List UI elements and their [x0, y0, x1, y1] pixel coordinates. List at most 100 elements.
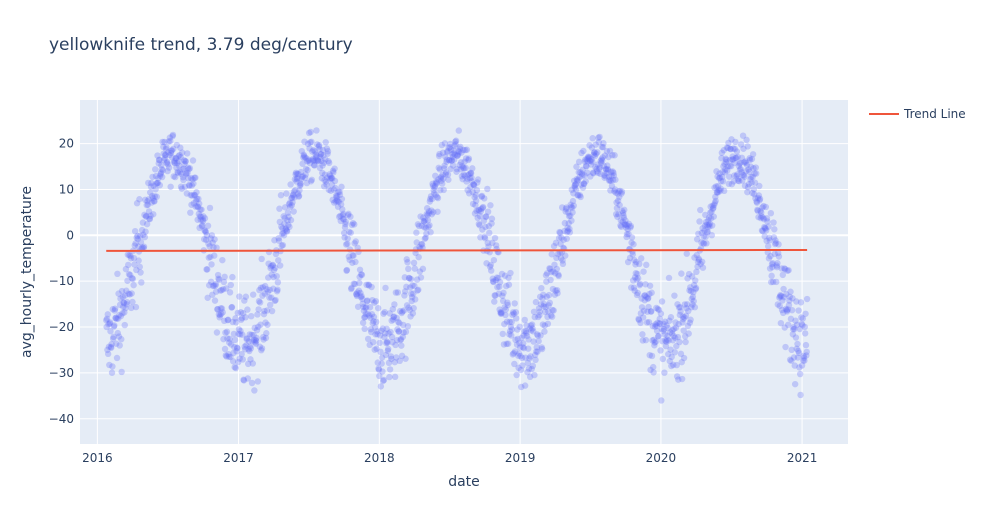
data-point [123, 298, 131, 306]
data-point [201, 227, 208, 234]
data-point [181, 160, 188, 168]
data-point [262, 334, 270, 342]
data-point [426, 198, 434, 205]
data-point [639, 331, 646, 338]
data-point [747, 173, 755, 181]
data-point [426, 222, 433, 229]
data-point [113, 315, 120, 322]
data-point [401, 292, 408, 299]
data-point [211, 297, 219, 304]
data-point [182, 157, 189, 165]
data-point [577, 169, 584, 176]
data-point [781, 265, 789, 273]
data-point [104, 346, 111, 354]
data-point [260, 310, 268, 318]
data-point [279, 225, 286, 232]
data-point [317, 150, 325, 158]
data-point [271, 264, 279, 272]
data-point [118, 336, 125, 343]
data-point [125, 261, 132, 269]
data-point [207, 278, 215, 286]
data-point [166, 151, 173, 159]
data-point [398, 309, 405, 317]
data-point [339, 215, 347, 222]
data-point [684, 322, 692, 330]
data-point [135, 243, 142, 250]
data-point [315, 143, 322, 150]
data-point [440, 165, 448, 172]
data-point [444, 171, 452, 178]
data-point [266, 294, 273, 301]
data-point [747, 176, 754, 183]
data-point [581, 158, 589, 165]
data-point [439, 180, 446, 187]
data-point [539, 321, 547, 328]
data-point [273, 272, 280, 280]
data-point [293, 178, 300, 185]
data-point [700, 239, 707, 247]
data-point [107, 343, 115, 351]
data-point [172, 155, 179, 162]
data-point [751, 170, 758, 177]
data-point [512, 309, 520, 316]
data-point [596, 164, 604, 171]
data-point [762, 225, 769, 232]
data-point [323, 145, 331, 152]
data-point [586, 142, 593, 149]
data-point [554, 250, 562, 258]
data-point [583, 163, 590, 170]
data-point [360, 307, 368, 314]
data-point [199, 216, 206, 223]
data-point [410, 290, 417, 297]
data-point [771, 226, 778, 233]
data-point [358, 271, 365, 278]
data-point [222, 285, 230, 292]
data-point [133, 200, 141, 207]
data-point [520, 340, 527, 347]
data-point [307, 178, 315, 185]
data-point [584, 158, 591, 165]
data-point [315, 158, 322, 165]
data-point [299, 173, 307, 180]
data-point [521, 382, 529, 389]
data-point [594, 169, 602, 177]
data-point [442, 171, 449, 178]
data-point [722, 158, 730, 166]
data-point [623, 231, 631, 238]
data-point [389, 338, 396, 346]
data-point [147, 183, 155, 190]
data-point [464, 171, 472, 179]
data-point [503, 340, 510, 348]
data-point [649, 322, 657, 330]
data-point [476, 222, 483, 229]
data-point [474, 179, 481, 186]
data-point [396, 319, 403, 327]
data-point [164, 167, 171, 175]
data-point [577, 193, 584, 201]
data-point [733, 172, 740, 180]
data-point [392, 289, 400, 296]
data-point [496, 306, 503, 313]
data-point [353, 292, 361, 300]
data-point [607, 177, 614, 184]
data-point [666, 329, 674, 336]
data-point [527, 322, 535, 329]
data-point [449, 151, 456, 158]
data-point [648, 289, 655, 296]
data-point [136, 232, 144, 240]
legend[interactable]: Trend Line [869, 107, 966, 121]
data-point [503, 318, 511, 325]
data-point [481, 233, 488, 241]
data-point [255, 298, 263, 305]
data-point [739, 132, 747, 139]
data-point [237, 309, 245, 316]
data-point [303, 158, 311, 165]
data-point [582, 156, 589, 163]
data-point [404, 323, 412, 330]
data-point [743, 136, 750, 144]
data-point [587, 157, 594, 165]
data-point [758, 213, 765, 220]
data-point [284, 209, 292, 216]
data-point [221, 317, 228, 325]
data-point [528, 365, 535, 373]
